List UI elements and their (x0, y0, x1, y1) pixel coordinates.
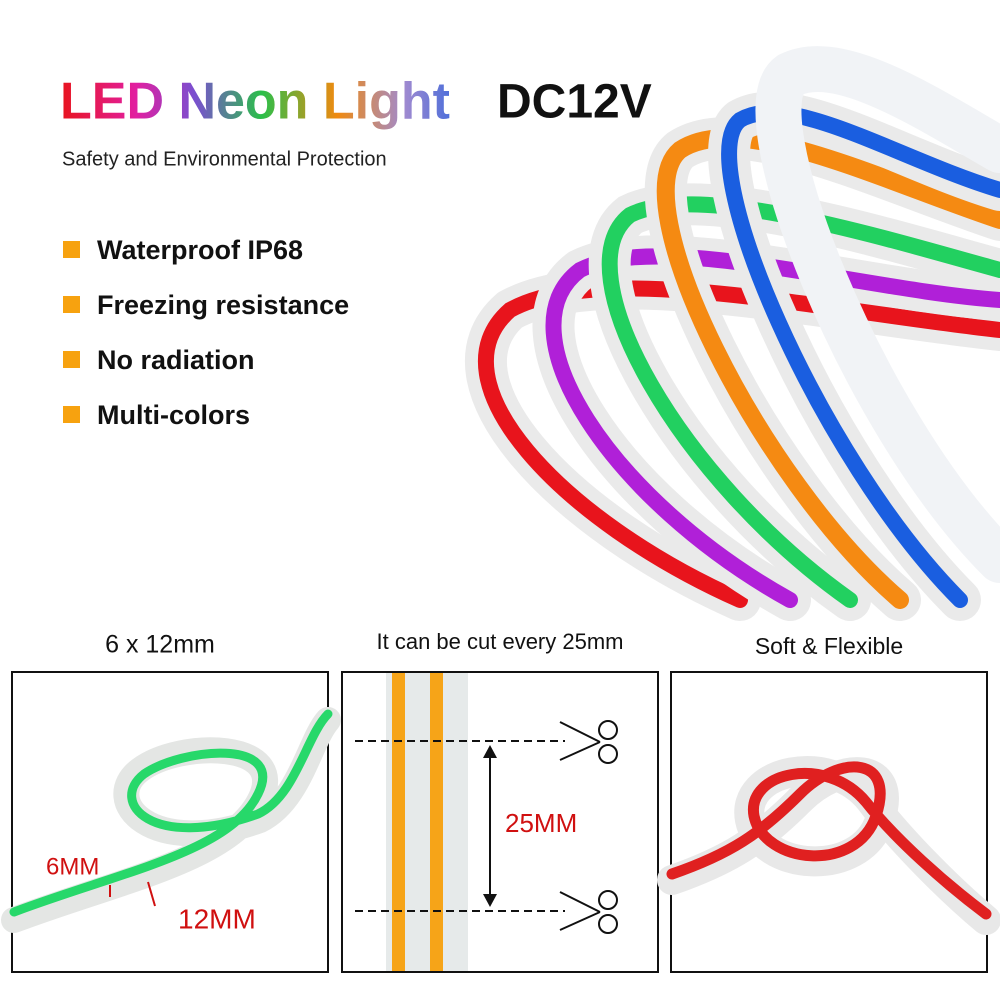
dimension-label: 6MM (46, 853, 99, 880)
subtitle: Safety and Environmental Protection (62, 148, 387, 170)
dimension-mark (147, 881, 156, 907)
red-knot (657, 756, 1000, 935)
scissors (559, 720, 618, 934)
bullet (63, 351, 80, 368)
bullet (63, 241, 80, 258)
feature: Waterproof IP68 (97, 235, 303, 265)
strip-led (430, 673, 443, 971)
feature: No radiation (97, 345, 255, 375)
feature-list: Waterproof IP68 Freezing resistance No rad… (63, 235, 349, 430)
green-strip (1, 707, 341, 933)
panel-caption: Soft & Flexible (755, 633, 903, 659)
title: LED Neon Light (60, 73, 450, 131)
dimension-label: 25MM (505, 808, 577, 838)
bullet (63, 406, 80, 423)
panel-frame (670, 671, 988, 973)
bullet (63, 296, 80, 313)
panel-caption: It can be cut every 25mm (377, 629, 624, 654)
neon-strips (464, 46, 1000, 621)
feature: Multi-colors (97, 400, 250, 430)
voltage: DC12V (497, 76, 652, 129)
strip-led (392, 673, 405, 971)
dimension-label: 12MM (178, 903, 256, 934)
feature: Freezing resistance (97, 290, 349, 320)
panel-caption: 6 x 12mm (105, 631, 215, 659)
